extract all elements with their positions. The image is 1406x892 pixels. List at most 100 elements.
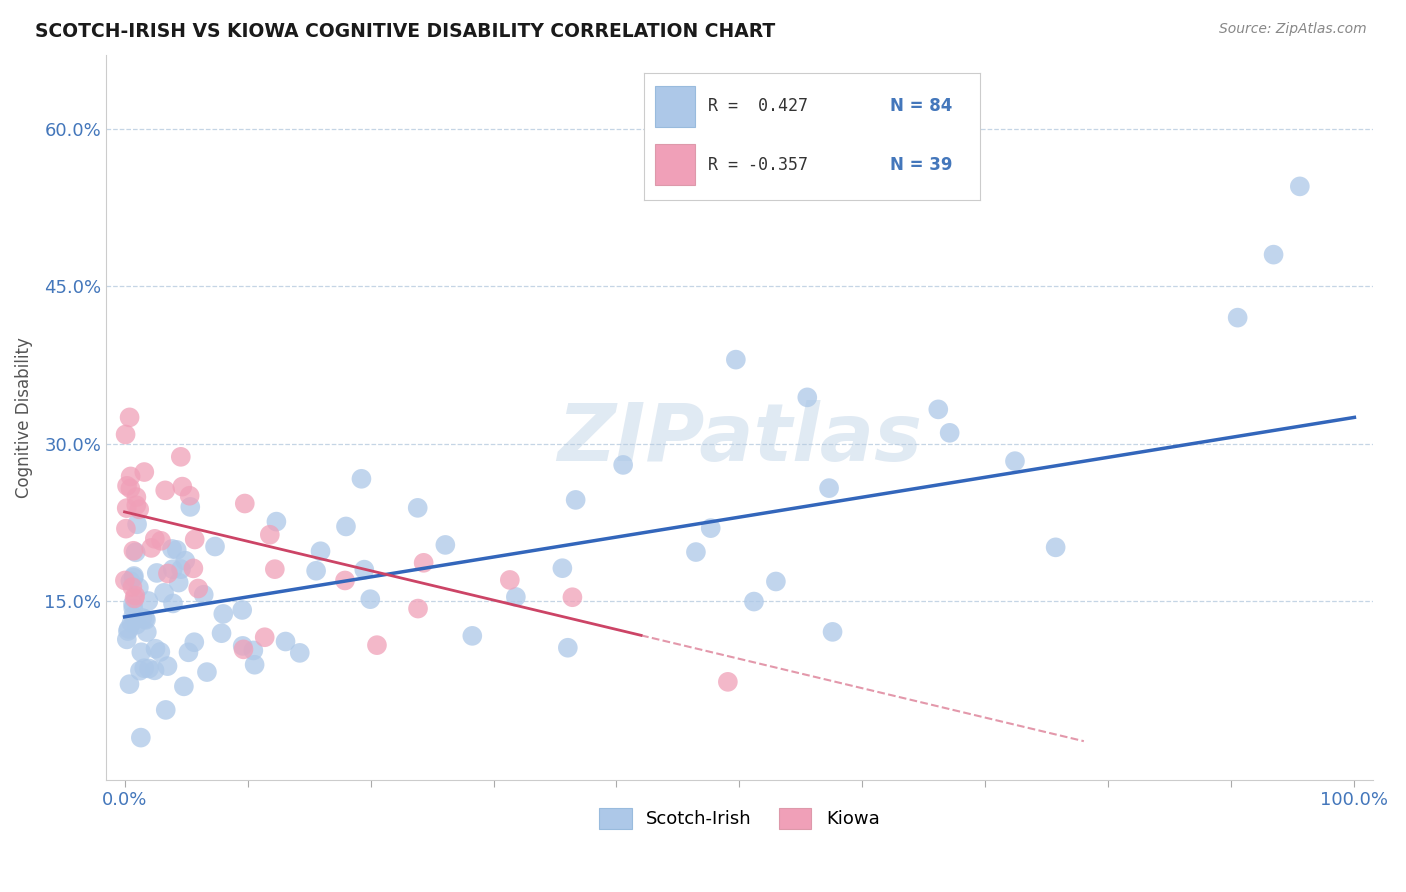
Point bbox=[685, 545, 707, 559]
Point bbox=[557, 640, 579, 655]
Point bbox=[122, 609, 145, 624]
Point bbox=[177, 645, 200, 659]
Point bbox=[253, 630, 276, 644]
Point bbox=[120, 469, 142, 483]
Point bbox=[561, 591, 583, 605]
Point bbox=[434, 538, 457, 552]
Point bbox=[233, 496, 256, 510]
Point bbox=[122, 597, 145, 611]
Point bbox=[717, 674, 740, 689]
Point bbox=[412, 556, 434, 570]
Point bbox=[162, 596, 184, 610]
Point bbox=[150, 533, 173, 548]
Point bbox=[243, 657, 266, 672]
Point bbox=[131, 645, 153, 659]
Point bbox=[335, 519, 357, 533]
Point bbox=[134, 465, 156, 479]
Point bbox=[231, 603, 253, 617]
Point bbox=[170, 450, 193, 464]
Point bbox=[927, 402, 949, 417]
Point bbox=[118, 622, 141, 636]
Point bbox=[172, 480, 194, 494]
Point bbox=[174, 554, 197, 568]
Point bbox=[156, 659, 179, 673]
Point bbox=[115, 522, 138, 536]
Point bbox=[115, 632, 138, 647]
Point bbox=[350, 472, 373, 486]
Y-axis label: Cognitive Disability: Cognitive Disability bbox=[15, 337, 32, 498]
Point bbox=[115, 501, 138, 516]
Point bbox=[183, 635, 205, 649]
Point bbox=[125, 517, 148, 532]
Point bbox=[125, 490, 148, 504]
Point bbox=[170, 562, 193, 576]
Point bbox=[153, 586, 176, 600]
Point bbox=[122, 601, 145, 615]
Point bbox=[122, 569, 145, 583]
Point bbox=[195, 665, 218, 679]
Point bbox=[183, 533, 205, 547]
Point bbox=[120, 574, 142, 588]
Point bbox=[118, 410, 141, 425]
Point bbox=[135, 613, 157, 627]
Point bbox=[149, 645, 172, 659]
Point bbox=[359, 592, 381, 607]
Text: ZIPatlas: ZIPatlas bbox=[557, 401, 922, 478]
Point bbox=[166, 542, 188, 557]
Point bbox=[309, 544, 332, 558]
Point bbox=[406, 500, 429, 515]
Point bbox=[1288, 179, 1310, 194]
Point bbox=[141, 541, 163, 555]
Point bbox=[138, 594, 160, 608]
Point bbox=[938, 425, 960, 440]
Point bbox=[551, 561, 574, 575]
Point bbox=[129, 731, 152, 745]
Point bbox=[128, 581, 150, 595]
Point bbox=[179, 489, 201, 503]
Point bbox=[115, 479, 138, 493]
Point bbox=[118, 677, 141, 691]
Point bbox=[333, 574, 356, 588]
Point bbox=[114, 574, 136, 588]
Point bbox=[204, 540, 226, 554]
Point bbox=[699, 521, 721, 535]
Text: Source: ZipAtlas.com: Source: ZipAtlas.com bbox=[1219, 22, 1367, 37]
Point bbox=[564, 492, 586, 507]
Point bbox=[146, 566, 169, 580]
Point bbox=[818, 481, 841, 495]
Point bbox=[461, 629, 484, 643]
Point bbox=[120, 482, 142, 496]
Point bbox=[193, 588, 215, 602]
Point bbox=[143, 664, 166, 678]
Point bbox=[120, 616, 142, 631]
Point bbox=[122, 543, 145, 558]
Point bbox=[288, 646, 311, 660]
Point bbox=[211, 626, 233, 640]
Point bbox=[242, 643, 264, 657]
Point bbox=[353, 563, 375, 577]
Point bbox=[183, 561, 205, 575]
Point bbox=[162, 562, 184, 576]
Point bbox=[274, 634, 297, 648]
Point bbox=[232, 639, 254, 653]
Point bbox=[1226, 310, 1249, 325]
Point bbox=[305, 564, 328, 578]
Point bbox=[117, 624, 139, 638]
Point bbox=[1045, 541, 1067, 555]
Point bbox=[232, 642, 254, 657]
Point bbox=[821, 624, 844, 639]
Point bbox=[124, 589, 146, 603]
Point bbox=[143, 532, 166, 546]
Point bbox=[129, 664, 152, 678]
Point bbox=[125, 617, 148, 632]
Point bbox=[187, 582, 209, 596]
Point bbox=[167, 575, 190, 590]
Text: SCOTCH-IRISH VS KIOWA COGNITIVE DISABILITY CORRELATION CHART: SCOTCH-IRISH VS KIOWA COGNITIVE DISABILI… bbox=[35, 22, 775, 41]
Point bbox=[155, 483, 177, 498]
Point bbox=[499, 573, 522, 587]
Point bbox=[1004, 454, 1026, 468]
Point bbox=[131, 611, 153, 625]
Point bbox=[212, 607, 235, 621]
Point bbox=[134, 661, 156, 675]
Point bbox=[266, 515, 288, 529]
